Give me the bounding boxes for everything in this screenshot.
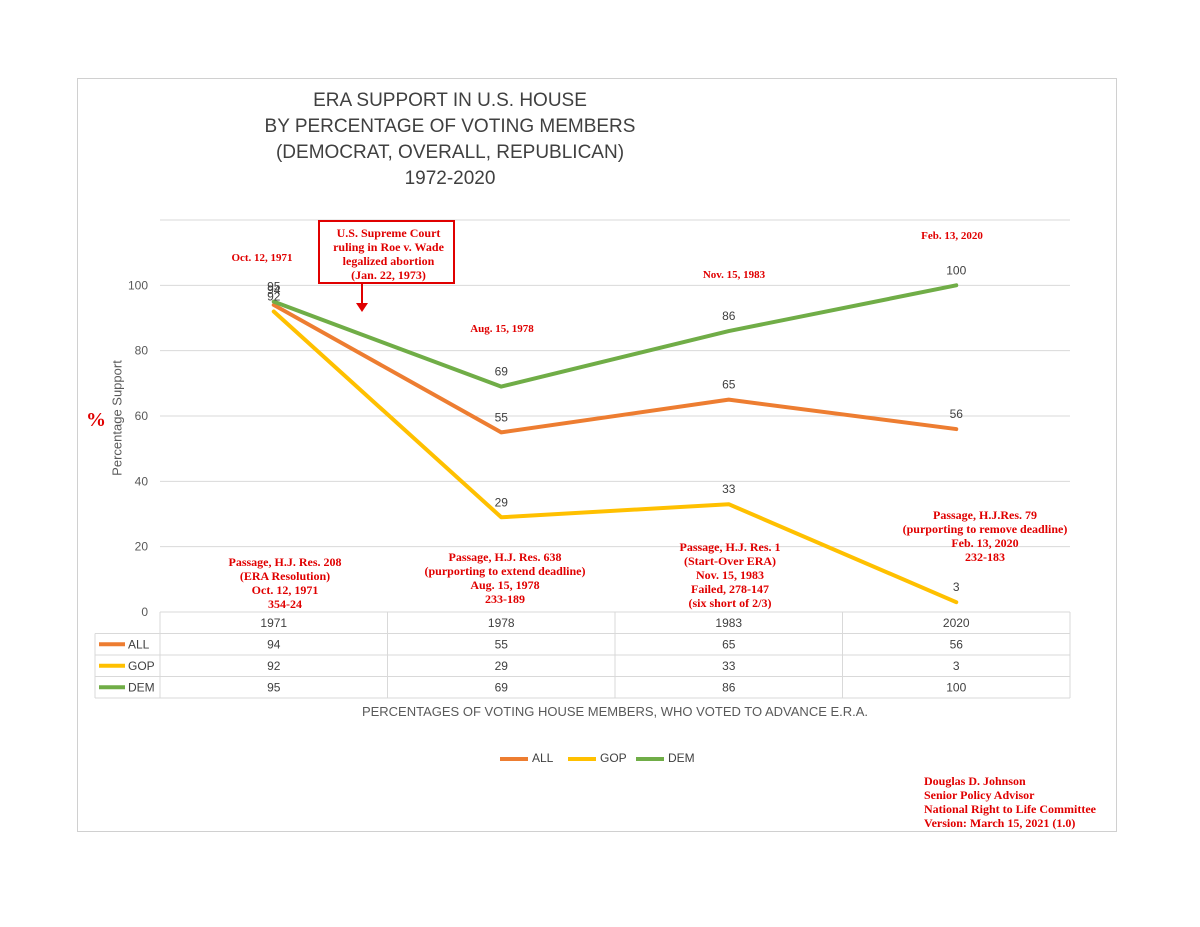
passage-1983-line-5: (six short of 2/3): [688, 596, 772, 610]
y-tick-label-80: 80: [135, 344, 149, 358]
y-tick-label-40: 40: [135, 474, 149, 488]
passage-1978-line-3: Aug. 15, 1978: [470, 578, 540, 592]
y-tick-label-0: 0: [141, 605, 148, 619]
legend-item-dem: DEM: [636, 751, 695, 765]
data-label-all-1983: 65: [722, 378, 736, 392]
chart-title-line-2: BY PERCENTAGE OF VOTING MEMBERS: [264, 116, 636, 137]
passage-1978-line-4: 233-189: [485, 592, 525, 606]
y-tick-label-20: 20: [135, 540, 149, 554]
series-line-all: [271, 302, 959, 435]
legend-swatch-gop: [568, 756, 596, 761]
table-cell-gop-2020: 3: [953, 659, 960, 673]
table-cell-all-1983: 65: [722, 637, 736, 651]
roe-line-2: ruling in Roe v. Wade: [333, 240, 444, 254]
author-title: Senior Policy Advisor: [924, 788, 1035, 802]
data-label-gop-2020: 3: [953, 580, 960, 594]
data-label-dem-1978: 69: [495, 365, 509, 379]
date-annotation-1978: Aug. 15, 1978: [470, 323, 534, 335]
data-label-dem-1971: 95: [267, 280, 281, 294]
x-axis-title: PERCENTAGES OF VOTING HOUSE MEMBERS, WHO…: [361, 704, 869, 719]
passage-1971-line-3: Oct. 12, 1971: [251, 583, 319, 597]
passage-annotation-2020: Passage, H.J.Res. 79 (purporting to remo…: [880, 508, 1090, 564]
table-cell-gop-1978: 29: [495, 659, 509, 673]
y-axis-title: Percentage Support: [109, 360, 125, 476]
data-label-gop-1971: 92: [267, 289, 281, 303]
passage-1978-line-1: Passage, H.J. Res. 638: [448, 550, 562, 564]
legend-label-dem: DEM: [668, 751, 695, 765]
y-tick-label-60: 60: [135, 409, 149, 423]
passage-1978-line-2: (purporting to extend deadline): [424, 564, 586, 578]
series-line-gop: [271, 309, 959, 605]
data-label-all-2020: 56: [950, 407, 964, 421]
author-version: Version: March 15, 2021 (1.0): [924, 816, 1076, 830]
passage-2020-line-3: Feb. 13, 2020: [951, 536, 1019, 550]
passage-1971-line-4: 354-24: [268, 597, 302, 611]
chart-title-line-1: ERA SUPPORT IN U.S. HOUSE: [313, 90, 587, 111]
table-row-label-all: ALL: [128, 637, 150, 651]
table-cell-dem-1971: 95: [267, 680, 281, 694]
table-cell-dem-2020: 100: [946, 680, 966, 694]
table-row-label-dem: DEM: [128, 680, 155, 694]
author-credit: Douglas D. Johnson Senior Policy Advisor…: [924, 774, 1096, 830]
series-line-dem: [271, 283, 959, 389]
passage-2020-line-2: (purporting to remove deadline): [902, 522, 1068, 536]
table-cell-all-1971: 94: [267, 637, 281, 651]
roe-arrow-head: [356, 303, 368, 312]
table-cell-gop-1983: 33: [722, 659, 736, 673]
roe-line-1: U.S. Supreme Court: [336, 226, 441, 240]
legend-item-all: ALL: [500, 751, 553, 765]
table-cell-all-1978: 55: [495, 637, 509, 651]
table-header-1971: 1971: [260, 616, 287, 630]
data-label-all-1978: 55: [495, 410, 509, 424]
legend-label-all: ALL: [532, 751, 554, 765]
table-header-2020: 2020: [943, 616, 970, 630]
passage-2020-line-4: 232-183: [965, 550, 1005, 564]
table-cell-dem-1978: 69: [495, 680, 509, 694]
author-org: National Right to Life Committee: [924, 802, 1096, 816]
legend-swatch-all: [500, 756, 528, 761]
y-tick-label-100: 100: [128, 278, 148, 292]
legend-swatch-dem: [636, 756, 664, 761]
data-label-gop-1978: 29: [495, 495, 509, 509]
percent-sign-annotation: %: [86, 409, 106, 431]
passage-1983-line-1: Passage, H.J. Res. 1: [679, 540, 781, 554]
table-cell-gop-1971: 92: [267, 659, 281, 673]
table-header-1978: 1978: [488, 616, 515, 630]
author-name: Douglas D. Johnson: [924, 774, 1026, 788]
passage-1983-line-4: Failed, 278-147: [691, 582, 769, 596]
passage-1971-line-2: (ERA Resolution): [239, 569, 331, 583]
passage-annotation-1983: Passage, H.J. Res. 1 (Start-Over ERA) No…: [650, 540, 810, 610]
table-row-label-gop: GOP: [128, 659, 155, 673]
chart-title-line-4: 1972-2020: [404, 168, 496, 189]
date-annotation-1971: Oct. 12, 1971: [231, 252, 293, 264]
table-cell-all-2020: 56: [950, 637, 964, 651]
roe-line-3: legalized abortion: [342, 254, 435, 268]
date-annotation-1983: Nov. 15, 1983: [702, 269, 766, 281]
passage-annotation-1978: Passage, H.J. Res. 638 (purporting to ex…: [410, 550, 600, 606]
chart-title-line-3: (DEMOCRAT, OVERALL, REPUBLICAN): [275, 142, 625, 163]
roe-v-wade-callout: U.S. Supreme Court ruling in Roe v. Wade…: [318, 220, 455, 284]
roe-line-4: (Jan. 22, 1973): [351, 268, 426, 282]
data-label-dem-1983: 86: [722, 309, 736, 323]
passage-annotation-1971: Passage, H.J. Res. 208 (ERA Resolution) …: [200, 555, 370, 611]
data-label-gop-1983: 33: [722, 482, 736, 496]
data-label-dem-2020: 100: [946, 263, 966, 277]
date-annotation-2020: Feb. 13, 2020: [921, 230, 983, 242]
data-label-all-1971: 94: [267, 283, 281, 297]
passage-1983-line-3: Nov. 15, 1983: [695, 568, 764, 582]
legend-item-gop: GOP: [568, 751, 627, 765]
chart-frame: [77, 78, 1117, 832]
passage-2020-line-1: Passage, H.J.Res. 79: [933, 508, 1037, 522]
table-header-1983: 1983: [715, 616, 742, 630]
legend-label-gop: GOP: [600, 751, 627, 765]
passage-1971-line-1: Passage, H.J. Res. 208: [228, 555, 342, 569]
table-cell-dem-1983: 86: [722, 680, 736, 694]
passage-1983-line-2: (Start-Over ERA): [683, 554, 777, 568]
